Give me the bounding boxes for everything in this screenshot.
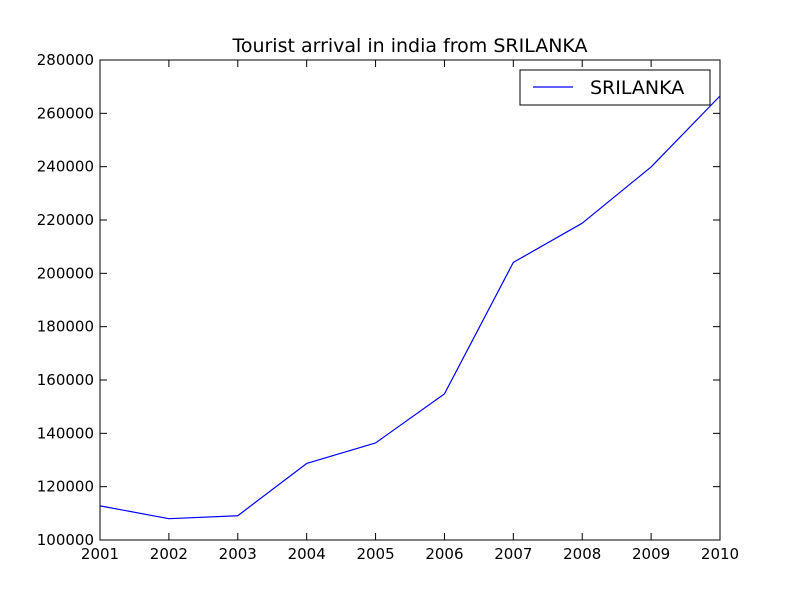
data-point-srilanka-2003 (236, 514, 240, 518)
x-tick-label-2002: 2002 (150, 545, 188, 563)
data-point-srilanka-2009 (649, 165, 653, 169)
y-tick-label-240000: 240000 (37, 158, 94, 176)
x-tick-label-2001: 2001 (81, 545, 119, 563)
series-line-srilanka (99, 95, 721, 520)
y-tick-label-180000: 180000 (37, 318, 94, 336)
data-point-srilanka-2005 (374, 441, 378, 445)
data-point-srilanka-2008 (580, 221, 584, 225)
legend: SRILANKA (519, 69, 711, 106)
y-tick-label-220000: 220000 (37, 211, 94, 229)
series-layer (99, 95, 721, 521)
y-tick-label-100000: 100000 (37, 531, 94, 549)
y-tick-label-260000: 260000 (37, 104, 94, 122)
x-tick-label-2006: 2006 (425, 545, 463, 563)
y-tick-label-120000: 120000 (37, 478, 94, 496)
legend-label-srilanka: SRILANKA (590, 77, 684, 99)
plot-area (100, 60, 720, 540)
data-point-srilanka-2004 (305, 461, 309, 465)
x-tick-label-2009: 2009 (632, 545, 670, 563)
x-tick-label-2008: 2008 (563, 545, 601, 563)
y-tick-label-160000: 160000 (37, 371, 94, 389)
data-point-srilanka-2002 (167, 517, 171, 521)
y-tick-label-280000: 280000 (37, 51, 94, 69)
y-tick-label-140000: 140000 (37, 424, 94, 442)
data-point-srilanka-2006 (442, 392, 446, 396)
y-tick-label-200000: 200000 (37, 264, 94, 282)
x-tick-label-2004: 2004 (288, 545, 326, 563)
plot-frame (99, 59, 721, 541)
x-axis: 2001 2002 2003 2004 2005 2006 2007 2008 2009 2010 (81, 60, 739, 563)
x-tick-label-2005: 2005 (356, 545, 394, 563)
x-tick-label-2010: 2010 (701, 545, 739, 563)
x-tick-label-2007: 2007 (494, 545, 532, 563)
data-point-srilanka-2007 (511, 260, 515, 264)
x-tick-label-2003: 2003 (219, 545, 257, 563)
y-axis: 100000 120000 140000 160000 180000 200000 2200… (37, 51, 720, 549)
chart-title: Tourist arrival in india from SRILANKA (231, 35, 587, 57)
